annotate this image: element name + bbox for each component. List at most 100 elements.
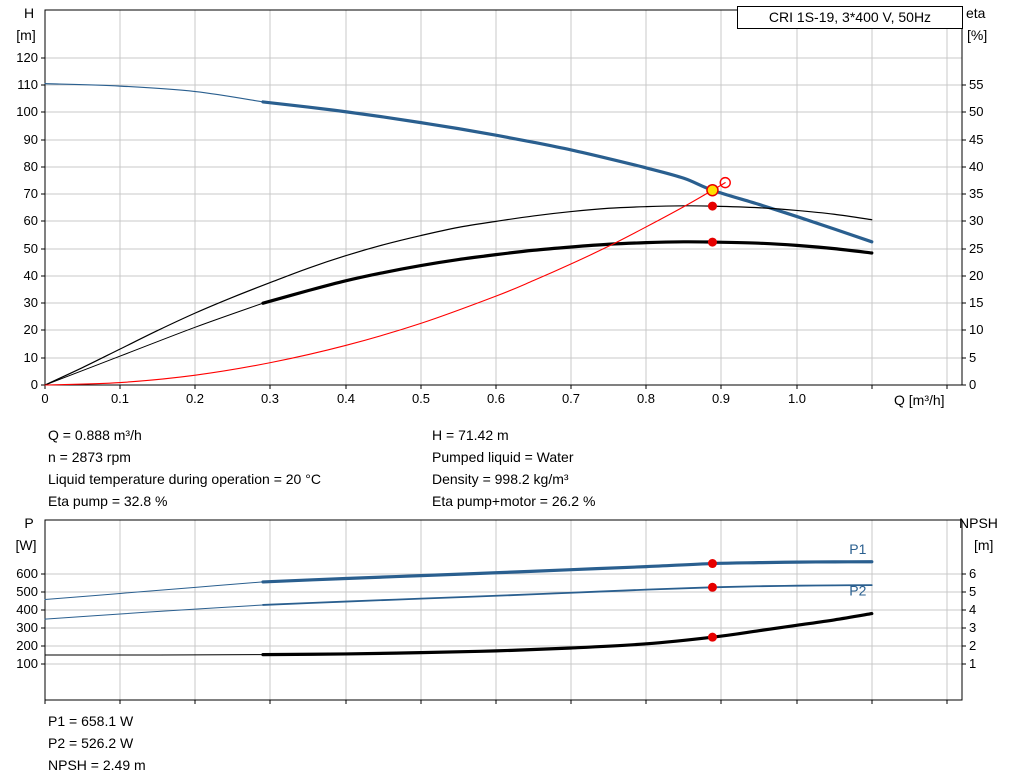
duty-point-npsh[interactable] — [707, 632, 717, 642]
svg-text:40: 40 — [969, 159, 983, 174]
speed-text: n = 2873 rpm — [48, 449, 131, 465]
eta-pump-motor-text: Eta pump+motor = 26.2 % — [432, 493, 596, 509]
svg-text:0.3: 0.3 — [261, 391, 279, 406]
svg-text:300: 300 — [16, 620, 38, 635]
system-curve — [44, 182, 726, 386]
svg-text:60: 60 — [24, 213, 38, 228]
npsh-axis-unit: [m] — [974, 537, 994, 553]
svg-text:0.2: 0.2 — [186, 391, 204, 406]
svg-text:1: 1 — [969, 656, 976, 671]
svg-text:30: 30 — [969, 213, 983, 228]
svg-text:15: 15 — [969, 295, 983, 310]
eta-pump-curve — [44, 205, 873, 386]
eta-axis-title: eta — [966, 5, 986, 21]
svg-text:10: 10 — [24, 350, 38, 365]
p2-curve — [262, 584, 873, 606]
p2-lead — [44, 604, 264, 620]
axis-ticks — [41, 573, 966, 704]
svg-text:0.5: 0.5 — [412, 391, 430, 406]
duty-info-left: Q = 0.888 m³/h n = 2873 rpm Liquid tempe… — [48, 424, 321, 512]
svg-text:20: 20 — [969, 268, 983, 283]
svg-text:80: 80 — [24, 159, 38, 174]
axis-tick-labels: 100 200 300 400 500 600 1 2 3 4 5 6 — [16, 566, 976, 671]
p1-lead — [44, 581, 264, 601]
svg-text:50: 50 — [969, 104, 983, 119]
p-axis-title: P — [24, 515, 34, 531]
npsh-curve — [261, 612, 874, 657]
duty-point-head[interactable] — [706, 183, 719, 197]
p2-text: P2 = 526.2 W — [48, 735, 134, 751]
svg-text:0: 0 — [31, 377, 38, 392]
svg-text:0.7: 0.7 — [562, 391, 580, 406]
system-curve-endpoint[interactable] — [719, 176, 731, 189]
svg-text:0.4: 0.4 — [337, 391, 355, 406]
p1-text: P1 = 658.1 W — [48, 713, 134, 729]
svg-text:400: 400 — [16, 602, 38, 617]
eta-axis-unit: [%] — [967, 27, 988, 43]
density-text: Density = 998.2 kg/m³ — [432, 471, 569, 487]
axis-ticks — [41, 57, 966, 389]
svg-text:4: 4 — [969, 602, 976, 617]
liquid-temperature-text: Liquid temperature during operation = 20… — [48, 471, 321, 487]
duty-point-p1[interactable] — [707, 559, 717, 569]
duty-flow-text: Q = 0.888 m³/h — [48, 427, 142, 443]
svg-text:5: 5 — [969, 350, 976, 365]
duty-head-text: H = 71.42 m — [432, 427, 509, 443]
duty-point-eta-total[interactable] — [707, 237, 717, 247]
svg-text:35: 35 — [969, 186, 983, 201]
svg-text:0.6: 0.6 — [487, 391, 505, 406]
duty-point-eta-pump[interactable] — [707, 201, 717, 211]
svg-text:10: 10 — [969, 322, 983, 337]
svg-text:0.1: 0.1 — [111, 391, 129, 406]
svg-text:0: 0 — [969, 377, 976, 392]
p-axis-unit: [W] — [15, 537, 37, 553]
svg-text:600: 600 — [16, 566, 38, 581]
h-axis-title: H — [23, 5, 35, 21]
power-npsh-chart[interactable]: 100 200 300 400 500 600 1 2 3 4 5 6 P1 P2 — [16, 519, 976, 704]
svg-text:0.8: 0.8 — [637, 391, 655, 406]
svg-text:20: 20 — [24, 322, 38, 337]
eta-pump-text: Eta pump = 32.8 % — [48, 493, 168, 509]
svg-text:100: 100 — [16, 656, 38, 671]
h-axis-unit: [m] — [16, 27, 36, 43]
power-info: P1 = 658.1 W P2 = 526.2 W NPSH = 2.49 m — [48, 710, 146, 776]
svg-text:3: 3 — [969, 620, 976, 635]
npsh-axis-title: NPSH — [959, 515, 998, 531]
svg-text:6: 6 — [969, 566, 976, 581]
svg-text:50: 50 — [24, 241, 38, 256]
svg-text:40: 40 — [24, 268, 38, 283]
q-axis-title: Q [m³/h] — [894, 392, 945, 408]
svg-text:30: 30 — [24, 295, 38, 310]
svg-text:25: 25 — [969, 241, 983, 256]
p1-label: P1 — [849, 541, 866, 557]
eta-total-lead — [44, 302, 264, 386]
svg-text:200: 200 — [16, 638, 38, 653]
svg-text:120: 120 — [16, 50, 38, 65]
duty-info-right: H = 71.42 m Pumped liquid = Water Densit… — [432, 424, 595, 512]
svg-text:0.9: 0.9 — [712, 391, 730, 406]
svg-text:500: 500 — [16, 584, 38, 599]
pumped-liquid-text: Pumped liquid = Water — [432, 449, 574, 465]
plot-border — [44, 9, 963, 386]
duty-point-p2[interactable] — [707, 582, 717, 592]
svg-text:0: 0 — [41, 391, 48, 406]
svg-text:100: 100 — [16, 104, 38, 119]
svg-text:45: 45 — [969, 132, 983, 147]
qh-eta-chart[interactable]: 0 10 20 30 40 50 60 70 80 90 100 110 120 0 5 10 15 20 25 30… — [16, 9, 983, 406]
svg-text:55: 55 — [969, 77, 983, 92]
svg-text:90: 90 — [24, 132, 38, 147]
svg-text:2: 2 — [969, 638, 976, 653]
axis-tick-labels: 0 10 20 30 40 50 60 70 80 90 100 110 120 0 5 10 15 20 25 30… — [16, 50, 983, 406]
p2-label: P2 — [849, 583, 866, 599]
svg-text:70: 70 — [24, 186, 38, 201]
svg-text:110: 110 — [17, 77, 38, 92]
head-curve-lead — [44, 83, 264, 103]
pump-designation-box: CRI 1S-19, 3*400 V, 50Hz — [737, 6, 963, 29]
grid — [45, 10, 962, 385]
eta-total-curve — [261, 240, 874, 305]
p1-curve — [261, 560, 874, 584]
npsh-text: NPSH = 2.49 m — [48, 757, 146, 773]
svg-text:1.0: 1.0 — [788, 391, 806, 406]
